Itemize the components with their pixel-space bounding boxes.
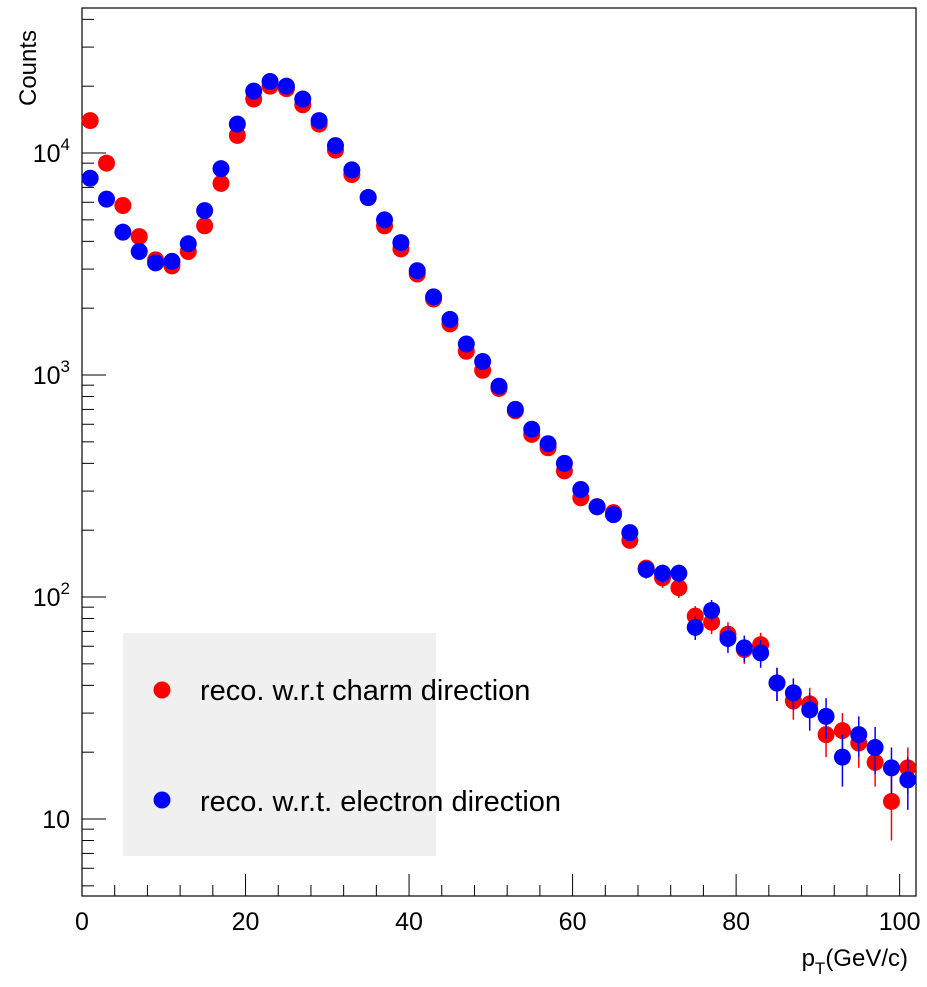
- data-point: [801, 701, 819, 719]
- data-point: [277, 77, 295, 95]
- data-point: [294, 90, 312, 108]
- data-point: [147, 254, 165, 272]
- data-point: [866, 738, 884, 756]
- data-point: [196, 202, 214, 220]
- data-point: [703, 601, 721, 619]
- data-point: [245, 82, 263, 100]
- data-point: [441, 310, 459, 328]
- data-point: [833, 748, 851, 766]
- x-tick-label: 100: [879, 908, 921, 936]
- x-tick-label: 60: [559, 908, 587, 936]
- y-tick-label-exponent: 4: [61, 135, 70, 154]
- data-point: [752, 644, 770, 662]
- data-point: [343, 161, 361, 179]
- data-point: [228, 115, 246, 133]
- data-point: [81, 169, 99, 187]
- y-tick-label-base: 10: [42, 806, 70, 834]
- data-point: [621, 524, 639, 542]
- data-point: [539, 435, 557, 453]
- legend-label-red: reco. w.r.t charm direction: [200, 675, 530, 707]
- x-axis-title-main: p: [802, 945, 815, 972]
- data-point: [212, 174, 230, 192]
- legend-box: [123, 633, 436, 856]
- legend-marker-blue: [153, 791, 171, 809]
- data-point: [670, 579, 688, 597]
- data-point: [457, 335, 475, 353]
- x-tick-label: 20: [232, 908, 260, 936]
- x-axis-title-suffix: (GeV/c): [825, 945, 908, 972]
- data-point: [670, 564, 688, 582]
- data-point: [604, 506, 622, 524]
- legend-marker-red: [153, 681, 171, 699]
- y-tick-label: 102: [33, 579, 70, 612]
- data-point: [899, 771, 917, 789]
- data-point: [114, 197, 132, 215]
- data-point: [326, 137, 344, 155]
- data-point: [506, 400, 524, 418]
- data-point: [98, 190, 116, 208]
- y-tick-label-base: 10: [33, 584, 61, 612]
- data-point: [261, 72, 279, 90]
- data-point: [523, 420, 541, 438]
- data-point: [212, 160, 230, 178]
- series-blue: [81, 72, 917, 810]
- y-tick-label-base: 10: [33, 140, 61, 168]
- data-point: [850, 726, 868, 744]
- data-point: [474, 353, 492, 371]
- data-point: [98, 154, 116, 172]
- y-tick-label-base: 10: [33, 362, 61, 390]
- data-point: [179, 235, 197, 253]
- data-point: [654, 564, 672, 582]
- data-point: [637, 561, 655, 579]
- data-point: [833, 722, 851, 740]
- data-point: [196, 217, 214, 235]
- legend-label-blue: reco. w.r.t. electron direction: [200, 786, 561, 818]
- axis-ticks: [81, 18, 901, 896]
- data-point: [425, 288, 443, 306]
- y-axis-title: Counts: [15, 30, 42, 106]
- data-point: [735, 639, 753, 657]
- y-tick-label: 104: [33, 135, 70, 168]
- data-point: [114, 223, 132, 241]
- data-point: [784, 684, 802, 702]
- y-tick-label: 10: [42, 806, 70, 834]
- data-point: [130, 243, 148, 261]
- x-axis-title-subscript: T: [815, 959, 825, 978]
- data-point: [130, 228, 148, 246]
- data-point: [555, 454, 573, 472]
- x-tick-label: 40: [395, 908, 423, 936]
- y-tick-label: 103: [33, 357, 70, 390]
- y-tick-label-exponent: 3: [61, 357, 70, 376]
- data-point: [686, 618, 704, 636]
- data-point: [490, 377, 508, 395]
- data-point: [719, 630, 737, 648]
- data-point: [572, 480, 590, 498]
- data-point: [359, 189, 377, 207]
- data-point: [768, 674, 786, 692]
- y-tick-label-exponent: 2: [61, 579, 70, 598]
- data-point: [817, 707, 835, 725]
- x-axis-title: pT(GeV/c): [802, 945, 908, 978]
- x-tick-label: 80: [722, 908, 750, 936]
- data-point: [376, 211, 394, 229]
- data-point: [408, 262, 426, 280]
- data-point: [163, 252, 181, 270]
- data-point: [882, 792, 900, 810]
- data-point: [310, 112, 328, 130]
- x-tick-label: 0: [75, 908, 89, 936]
- data-point: [882, 759, 900, 777]
- data-point: [392, 234, 410, 252]
- data-point: [81, 112, 99, 130]
- data-point: [588, 498, 606, 516]
